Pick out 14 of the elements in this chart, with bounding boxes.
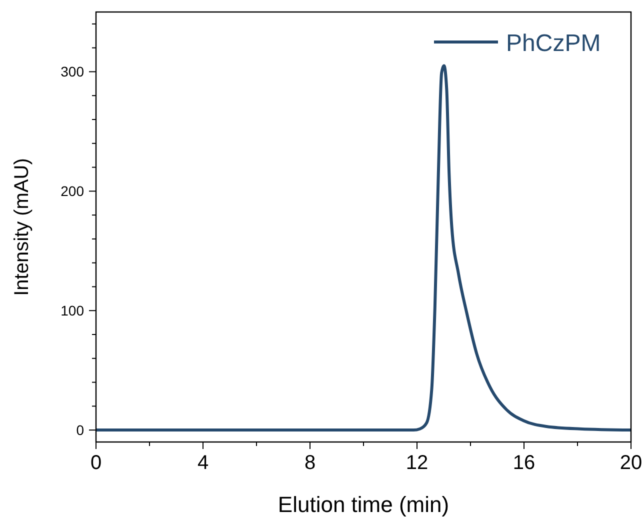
x-tick-label: 0 bbox=[90, 452, 102, 474]
legend-label: PhCzPM bbox=[506, 30, 601, 57]
x-tick-label: 20 bbox=[620, 452, 642, 474]
x-tick-label: 8 bbox=[304, 452, 316, 474]
x-tick-label: 16 bbox=[512, 452, 536, 474]
x-axis-title: Elution time (min) bbox=[278, 492, 450, 517]
y-tick-label: 0 bbox=[76, 422, 84, 438]
y-axis-title: Intensity (mAU) bbox=[11, 158, 33, 296]
line-series bbox=[96, 64, 631, 432]
x-tick-label: 4 bbox=[197, 452, 209, 474]
y-tick-label: 100 bbox=[60, 302, 84, 319]
x-tick-label: 12 bbox=[406, 452, 428, 474]
y-tick-label: 300 bbox=[60, 64, 84, 80]
y-tick-label: 200 bbox=[60, 183, 84, 200]
